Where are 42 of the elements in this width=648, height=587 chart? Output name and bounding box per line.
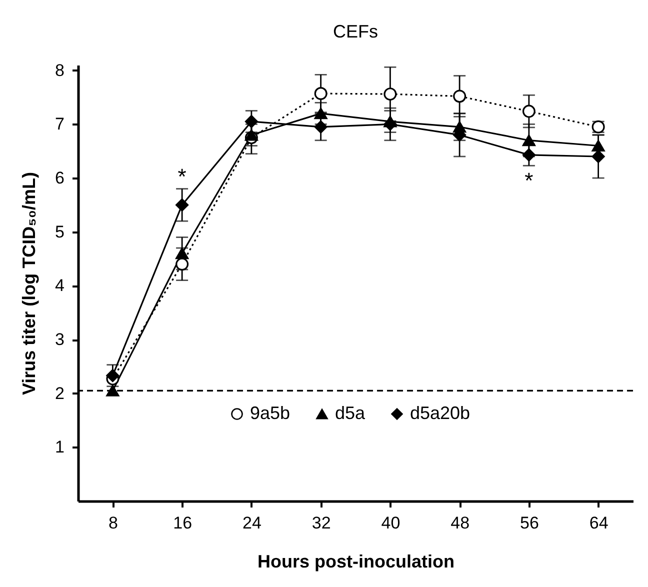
legend-label: d5a xyxy=(335,403,366,423)
x-tick-label: 32 xyxy=(312,514,331,532)
x-tick-label: 56 xyxy=(520,514,539,532)
y-axis-title: Virus titer (log TCID₅₀/mL) xyxy=(19,172,40,396)
point xyxy=(244,129,258,141)
x-tick-label: 64 xyxy=(589,514,608,532)
point xyxy=(453,90,466,103)
x-tick-label: 24 xyxy=(242,514,262,532)
x-axis-title: Hours post-inoculation xyxy=(258,552,454,572)
point xyxy=(176,198,189,212)
x-tick-label: 16 xyxy=(173,514,192,532)
legend-label: 9a5b xyxy=(250,403,290,423)
point xyxy=(244,115,258,128)
point xyxy=(106,369,120,382)
point xyxy=(314,108,328,120)
point xyxy=(384,88,397,101)
y-tick-label: 5 xyxy=(55,222,64,242)
point xyxy=(384,118,397,131)
y-tick-label: 4 xyxy=(55,276,64,296)
x-tick-label: 40 xyxy=(381,514,400,532)
y-tick-label: 6 xyxy=(55,168,64,188)
annotation: * xyxy=(524,168,534,193)
y-tick-label: 7 xyxy=(55,114,64,134)
annotation: * xyxy=(178,164,187,189)
y-tick-label: 3 xyxy=(55,330,64,350)
x-tick-label: 48 xyxy=(450,514,470,532)
point xyxy=(176,258,189,271)
point xyxy=(592,150,605,164)
y-tick-label: 2 xyxy=(55,384,64,403)
point xyxy=(314,87,328,100)
point xyxy=(106,384,120,396)
point xyxy=(176,248,189,260)
chart-title: CEFs xyxy=(333,21,378,42)
point xyxy=(522,148,536,162)
point xyxy=(314,120,328,134)
point xyxy=(522,134,536,146)
legend-label: d5a20b xyxy=(410,403,470,423)
x-tick-label: 8 xyxy=(108,514,118,532)
y-tick-label: 1 xyxy=(55,438,64,457)
point xyxy=(522,104,536,118)
y-tick-label: 8 xyxy=(55,60,64,80)
point xyxy=(592,140,605,152)
